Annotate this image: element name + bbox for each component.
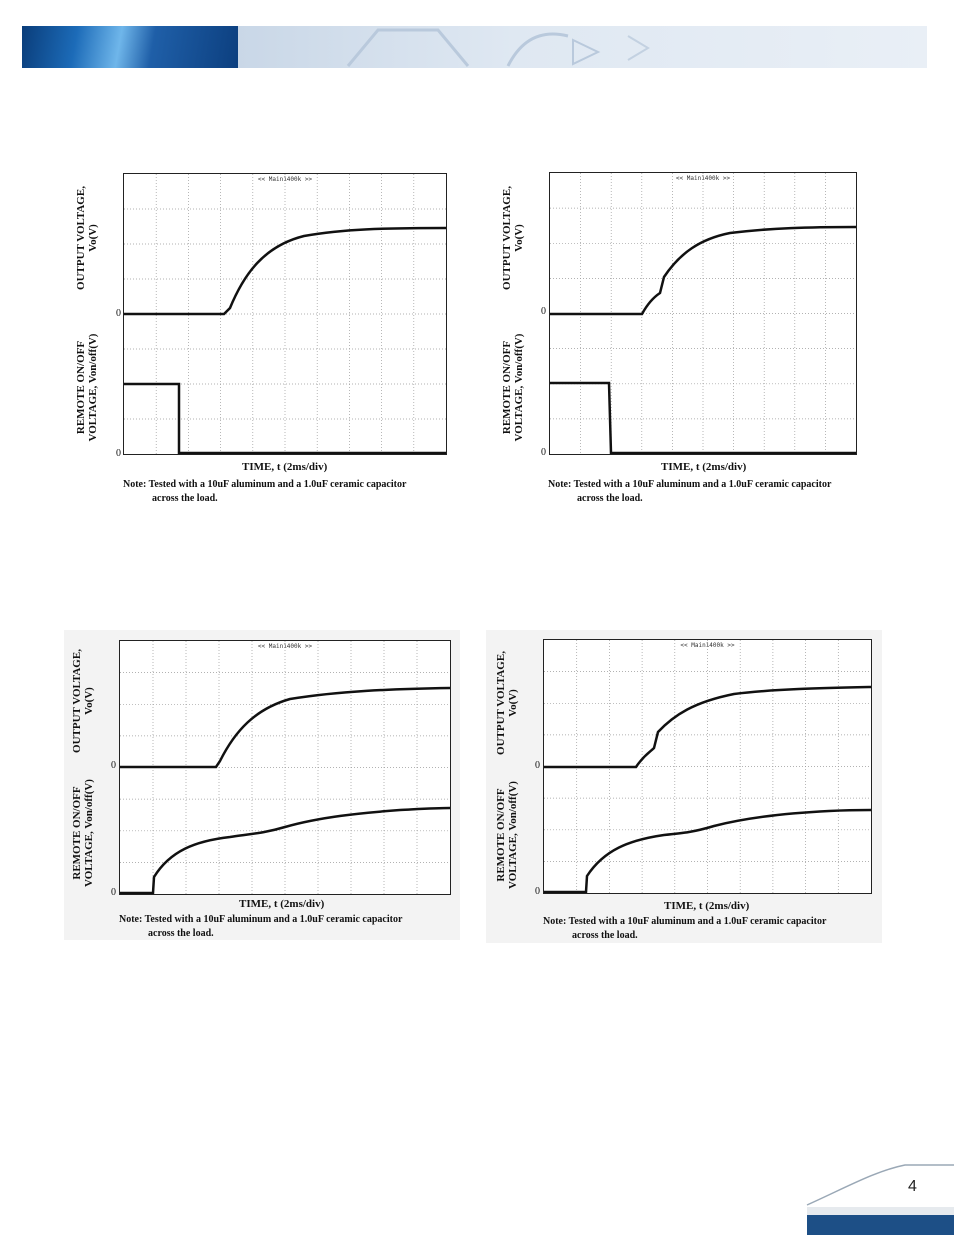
- footer-decoration: [806, 1164, 954, 1235]
- figure-4: OUTPUT VOLTAGE, Vo(V) REMOTE ON/OFF VOLTAG…: [486, 630, 882, 943]
- scope-grid: [544, 640, 871, 893]
- zero-label-top: 0: [111, 760, 116, 771]
- figure-note: Note: Tested with a 10uF aluminum and a …: [548, 479, 832, 504]
- zero-label-bottom: 0: [111, 887, 116, 898]
- banner-background: [238, 26, 927, 68]
- scope-traces: [124, 226, 446, 454]
- scope-title: << Main1400k >>: [675, 175, 731, 182]
- zero-label-bottom: 0: [116, 448, 121, 459]
- x-axis-label: TIME, t (2ms/div): [242, 461, 328, 473]
- zero-label-top: 0: [535, 760, 540, 771]
- figure-3: OUTPUT VOLTAGE, Vo(V) REMOTE ON/OFF VOLTAG…: [64, 630, 460, 940]
- on-off-voltage-trace: [124, 382, 446, 454]
- x-axis-label: TIME, t (2ms/div): [664, 900, 750, 912]
- oscilloscope-screen: << Main1400k >>: [123, 173, 447, 455]
- figure-note: Note: Tested with a 10uF aluminum and a …: [123, 479, 407, 504]
- zero-label-bottom: 0: [535, 886, 540, 897]
- scope-grid: [550, 173, 856, 454]
- zero-label-top: 0: [116, 308, 121, 319]
- figure-note: Note: Tested with a 10uF aluminum and a …: [543, 916, 827, 941]
- oscilloscope-screen: << Main1400k >>: [119, 640, 451, 895]
- figure-1: OUTPUT VOLTAGE, Vo(V) REMOTE ON/OFF VOLTAG…: [70, 168, 460, 513]
- output-voltage-trace: [120, 686, 450, 769]
- figure-2: OUTPUT VOLTAGE, Vo(V) REMOTE ON/OFF VOLTAG…: [496, 168, 886, 513]
- output-voltage-trace: [124, 226, 446, 316]
- output-voltage-trace: [550, 225, 856, 316]
- ylabel-bottom: REMOTE ON/OFF VOLTAGE, Von/off(V): [71, 779, 95, 887]
- ylabel-bottom: REMOTE ON/OFF VOLTAGE, Von/off(V): [75, 333, 99, 442]
- ylabel-top: OUTPUT VOLTAGE, Vo(V): [71, 649, 95, 753]
- ylabel-top: OUTPUT VOLTAGE, Vo(V): [495, 651, 519, 755]
- on-off-voltage-trace: [544, 808, 871, 893]
- zero-label-bottom: 0: [541, 447, 546, 458]
- ylabel-bottom: REMOTE ON/OFF VOLTAGE, Von/off(V): [501, 333, 525, 442]
- scope-traces: [120, 686, 450, 894]
- scope-title: << Main1400k >>: [257, 176, 313, 183]
- oscilloscope-screen: << Main1400k >>: [543, 639, 872, 894]
- x-axis-label: TIME, t (2ms/div): [661, 461, 747, 473]
- ylabel-bottom: REMOTE ON/OFF VOLTAGE, Von/off(V): [495, 781, 519, 889]
- scope-traces: [544, 685, 871, 893]
- header-banner: [22, 26, 927, 68]
- oscilloscope-screen: << Main1400k >>: [549, 172, 857, 455]
- ylabel-top: OUTPUT VOLTAGE, Vo(V): [501, 186, 525, 290]
- scope-title: << Main1400k >>: [257, 643, 313, 650]
- banner-image: [22, 26, 238, 68]
- scope-title: << Main1400k >>: [680, 642, 735, 649]
- page-number: 4: [908, 1178, 917, 1195]
- ylabel-top: OUTPUT VOLTAGE, Vo(V): [75, 186, 99, 290]
- banner-decoration: [346, 28, 650, 67]
- zero-label-top: 0: [541, 306, 546, 317]
- scope-traces: [550, 225, 856, 454]
- on-off-voltage-trace: [120, 806, 450, 894]
- x-axis-label: TIME, t (2ms/div): [239, 898, 325, 910]
- on-off-voltage-trace: [550, 381, 856, 454]
- figure-note: Note: Tested with a 10uF aluminum and a …: [119, 914, 403, 939]
- output-voltage-trace: [544, 685, 871, 769]
